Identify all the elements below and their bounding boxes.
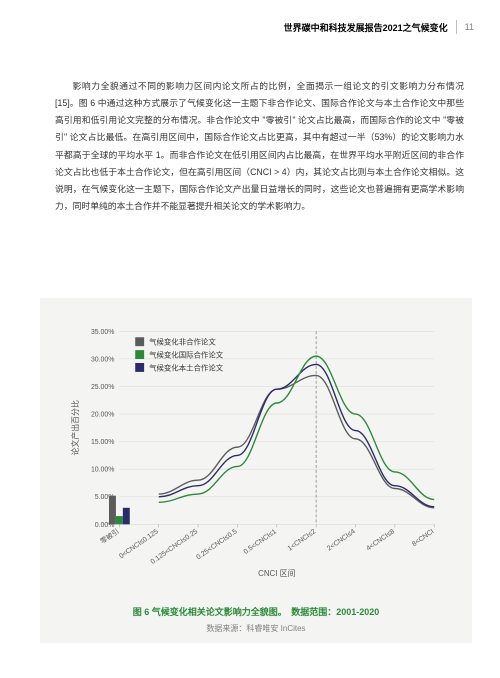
chart-panel: 0.00%5.00%10.00%15.00%20.00%25.00%30.00%… xyxy=(40,298,472,643)
svg-text:4<CNCI≤8: 4<CNCI≤8 xyxy=(365,528,396,552)
header-title: 世界碳中和科技发展报告2021之气候变化 xyxy=(284,21,448,34)
svg-text:CNCI 区间: CNCI 区间 xyxy=(258,569,295,578)
header-divider xyxy=(456,20,457,34)
svg-text:零被引: 零被引 xyxy=(98,527,120,546)
svg-text:20.00%: 20.00% xyxy=(91,412,114,419)
chart-caption: 图 6 气候变化相关论文影响力全貌图。 数据范围：2001-2020 数据来源：… xyxy=(58,602,454,634)
chart-svg: 0.00%5.00%10.00%15.00%20.00%25.00%30.00%… xyxy=(58,320,454,600)
svg-text:2<CNCI≤4: 2<CNCI≤4 xyxy=(326,528,357,552)
caption-source: 数据来源：科睿唯安 InCites xyxy=(58,623,454,634)
svg-text:气候变化国际合作论文: 气候变化国际合作论文 xyxy=(149,350,224,360)
page-number: 11 xyxy=(465,22,474,32)
page-header: 世界碳中和科技发展报告2021之气候变化 11 xyxy=(284,20,474,34)
svg-text:0.5<CNCI≤1: 0.5<CNCI≤1 xyxy=(243,528,278,556)
svg-text:35.00%: 35.00% xyxy=(91,329,114,336)
svg-text:8<CNCI: 8<CNCI xyxy=(411,528,435,548)
svg-text:1<CNCI≤2: 1<CNCI≤2 xyxy=(287,528,318,552)
caption-figure: 图 6 气候变化相关论文影响力全貌图。 xyxy=(133,607,287,617)
svg-text:气候变化本土合作论文: 气候变化本土合作论文 xyxy=(149,362,224,372)
body-paragraph: 影响力全貌通过不同的影响力区间内论文所占的比例，全面揭示一组论文的引文影响力分布… xyxy=(55,78,464,215)
svg-text:25.00%: 25.00% xyxy=(91,384,114,391)
svg-text:气候变化非合作论文: 气候变化非合作论文 xyxy=(149,337,216,347)
svg-text:15.00%: 15.00% xyxy=(91,439,114,446)
svg-text:0<CNCI≤0.125: 0<CNCI≤0.125 xyxy=(118,528,160,560)
svg-text:论文产出百分比: 论文产出百分比 xyxy=(70,400,80,455)
svg-text:10.00%: 10.00% xyxy=(91,467,114,474)
caption-range: 数据范围：2001-2020 xyxy=(291,607,379,617)
svg-text:30.00%: 30.00% xyxy=(91,356,114,363)
svg-text:0.25<CNCI≤0.5: 0.25<CNCI≤0.5 xyxy=(195,528,238,561)
